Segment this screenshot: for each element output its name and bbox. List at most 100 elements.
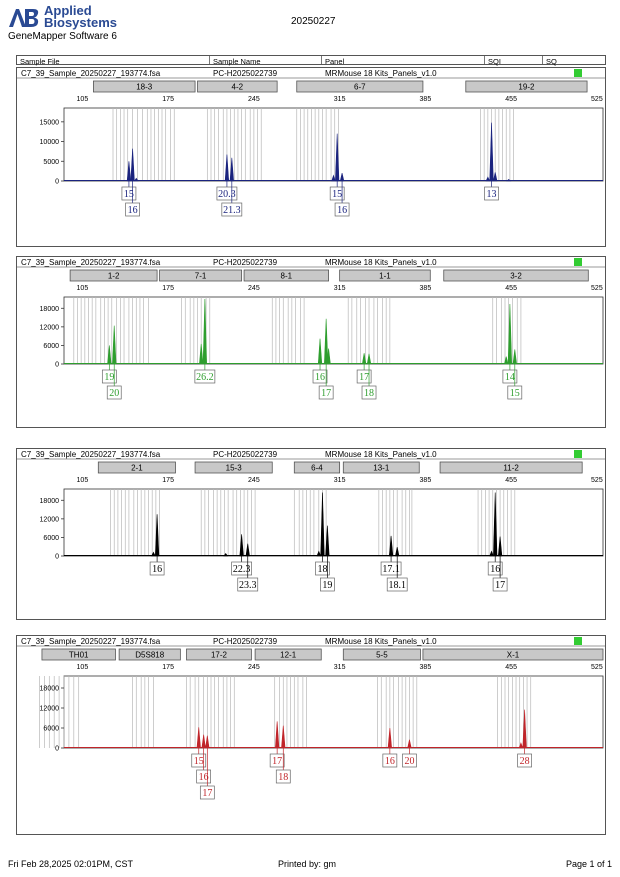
y-tick-label: 12000 <box>40 706 60 713</box>
sq-status-icon <box>574 637 582 645</box>
sample-name-value: PC-H2025022739 <box>213 258 278 267</box>
marker-19-2: 19-2 <box>465 80 588 93</box>
marker-13-1: 13-1 <box>342 461 420 474</box>
sample-file-value: C7_39_Sample_20250227_193774.fsa <box>21 450 161 459</box>
marker-label: 4-2 <box>232 83 244 92</box>
peak <box>316 550 322 557</box>
marker-label: 7-1 <box>195 272 207 281</box>
peak <box>493 172 498 182</box>
panel-name-value: MRMouse 18 Kits_Panels_v1.0 <box>325 258 437 267</box>
marker-label: 6-4 <box>311 464 323 473</box>
marker-label: 13-1 <box>373 464 390 473</box>
y-tick-label: 6000 <box>43 343 59 350</box>
marker-label: 15-3 <box>226 464 243 473</box>
allele-call-label: 16 <box>152 564 162 575</box>
allele-call-box <box>194 369 216 384</box>
peak <box>326 348 331 365</box>
allele-call-box <box>106 385 122 400</box>
marker-label: 17-2 <box>211 651 228 660</box>
peak <box>130 148 135 182</box>
sq-status-icon <box>574 69 582 77</box>
marker-bar <box>254 648 322 661</box>
allele-call-box <box>199 785 215 800</box>
marker-bar <box>97 461 176 474</box>
marker-bar <box>118 648 181 661</box>
sample-name-value: PC-H2025022739 <box>213 450 278 459</box>
marker-4-2: 4-2 <box>197 80 278 93</box>
x-tick-label: 105 <box>77 664 89 671</box>
electropherogram-svg: C7_39_Sample_20250227_193774.fsa PC-H2025… <box>17 69 605 217</box>
marker-bar <box>339 269 431 282</box>
peak <box>201 734 206 749</box>
peak <box>196 727 201 749</box>
marker-bar <box>342 648 421 661</box>
marker-bar <box>159 269 243 282</box>
peak <box>205 735 210 749</box>
x-tick-label: 245 <box>248 285 260 292</box>
marker-label: 19-2 <box>518 83 535 92</box>
allele-call-label: 20 <box>109 388 119 399</box>
column-header-row: Sample File Sample Name Panel SQI SQ <box>16 55 606 66</box>
allele-call-box <box>334 202 350 217</box>
marker-X-1: X-1 <box>422 648 604 661</box>
electropherogram-panel-blue: C7_39_Sample_20250227_193774.fsa PC-H2025… <box>16 67 606 247</box>
allele-call-label: 23.3 <box>239 580 257 591</box>
x-tick-label: 245 <box>248 664 260 671</box>
marker-18-3: 18-3 <box>93 80 196 93</box>
allele-call-box <box>231 561 252 576</box>
allele-call-box <box>315 561 330 576</box>
column-header-sq: SQ <box>546 57 557 66</box>
allele-call-box <box>517 753 532 768</box>
y-tick-label: 10000 <box>40 139 60 146</box>
marker-bar <box>296 80 424 93</box>
peak <box>245 543 250 557</box>
allele-call-box <box>101 369 117 384</box>
marker-label: 8-1 <box>281 272 293 281</box>
marker-TH01: TH01 <box>41 648 116 661</box>
x-tick-label: 525 <box>591 477 603 484</box>
allele-call-label: 26.2 <box>196 372 214 383</box>
allele-call-box <box>502 369 518 384</box>
marker-3-2: 3-2 <box>443 269 589 282</box>
panel-name-value: MRMouse 18 Kits_Panels_v1.0 <box>325 637 437 646</box>
marker-12-1: 12-1 <box>254 648 322 661</box>
allele-call-box <box>269 753 285 768</box>
x-tick-label: 315 <box>334 664 346 671</box>
peak <box>339 173 345 182</box>
plot-frame <box>63 296 604 365</box>
y-tick-label: 6000 <box>43 535 59 542</box>
printed-by: Printed by: gm <box>278 859 337 869</box>
marker-bar <box>342 461 420 474</box>
x-tick-label: 315 <box>334 477 346 484</box>
peak <box>224 154 230 182</box>
applied-biosystems-logo-icon <box>7 8 40 28</box>
allele-call-label: 16 <box>128 205 138 216</box>
y-tick-label: 0 <box>55 179 59 186</box>
peak <box>223 553 229 557</box>
allele-call-label: 15 <box>510 388 520 399</box>
sample-name-value: PC-H2025022739 <box>213 69 278 78</box>
x-tick-label: 455 <box>505 477 517 484</box>
electropherogram-panel-black: C7_39_Sample_20250227_193774.fsa PC-H2025… <box>16 448 606 620</box>
allele-call-label: 20.3 <box>218 189 236 200</box>
allele-call-box <box>329 186 345 201</box>
marker-label: 12-1 <box>280 651 297 660</box>
marker-8-1: 8-1 <box>243 269 329 282</box>
allele-call-box <box>275 769 291 784</box>
marker-bar <box>194 461 273 474</box>
plot-frame <box>63 107 604 182</box>
marker-7-1: 7-1 <box>159 269 243 282</box>
peak <box>275 721 280 749</box>
peak <box>151 551 156 557</box>
marker-6-7: 6-7 <box>296 80 424 93</box>
marker-label: D5S818 <box>135 651 164 660</box>
allele-call-label: 16 <box>490 564 500 575</box>
allele-call-label: 13 <box>487 189 497 200</box>
y-tick-label: 0 <box>55 362 59 369</box>
allele-call-label: 16 <box>385 756 395 767</box>
x-tick-label: 525 <box>591 285 603 292</box>
allele-call-box <box>149 561 165 576</box>
column-header-sample-name: Sample Name <box>213 57 261 66</box>
electropherogram-panel-red: C7_39_Sample_20250227_193774.fsa PC-H2025… <box>16 635 606 835</box>
allele-call-label: 21.3 <box>223 205 241 216</box>
